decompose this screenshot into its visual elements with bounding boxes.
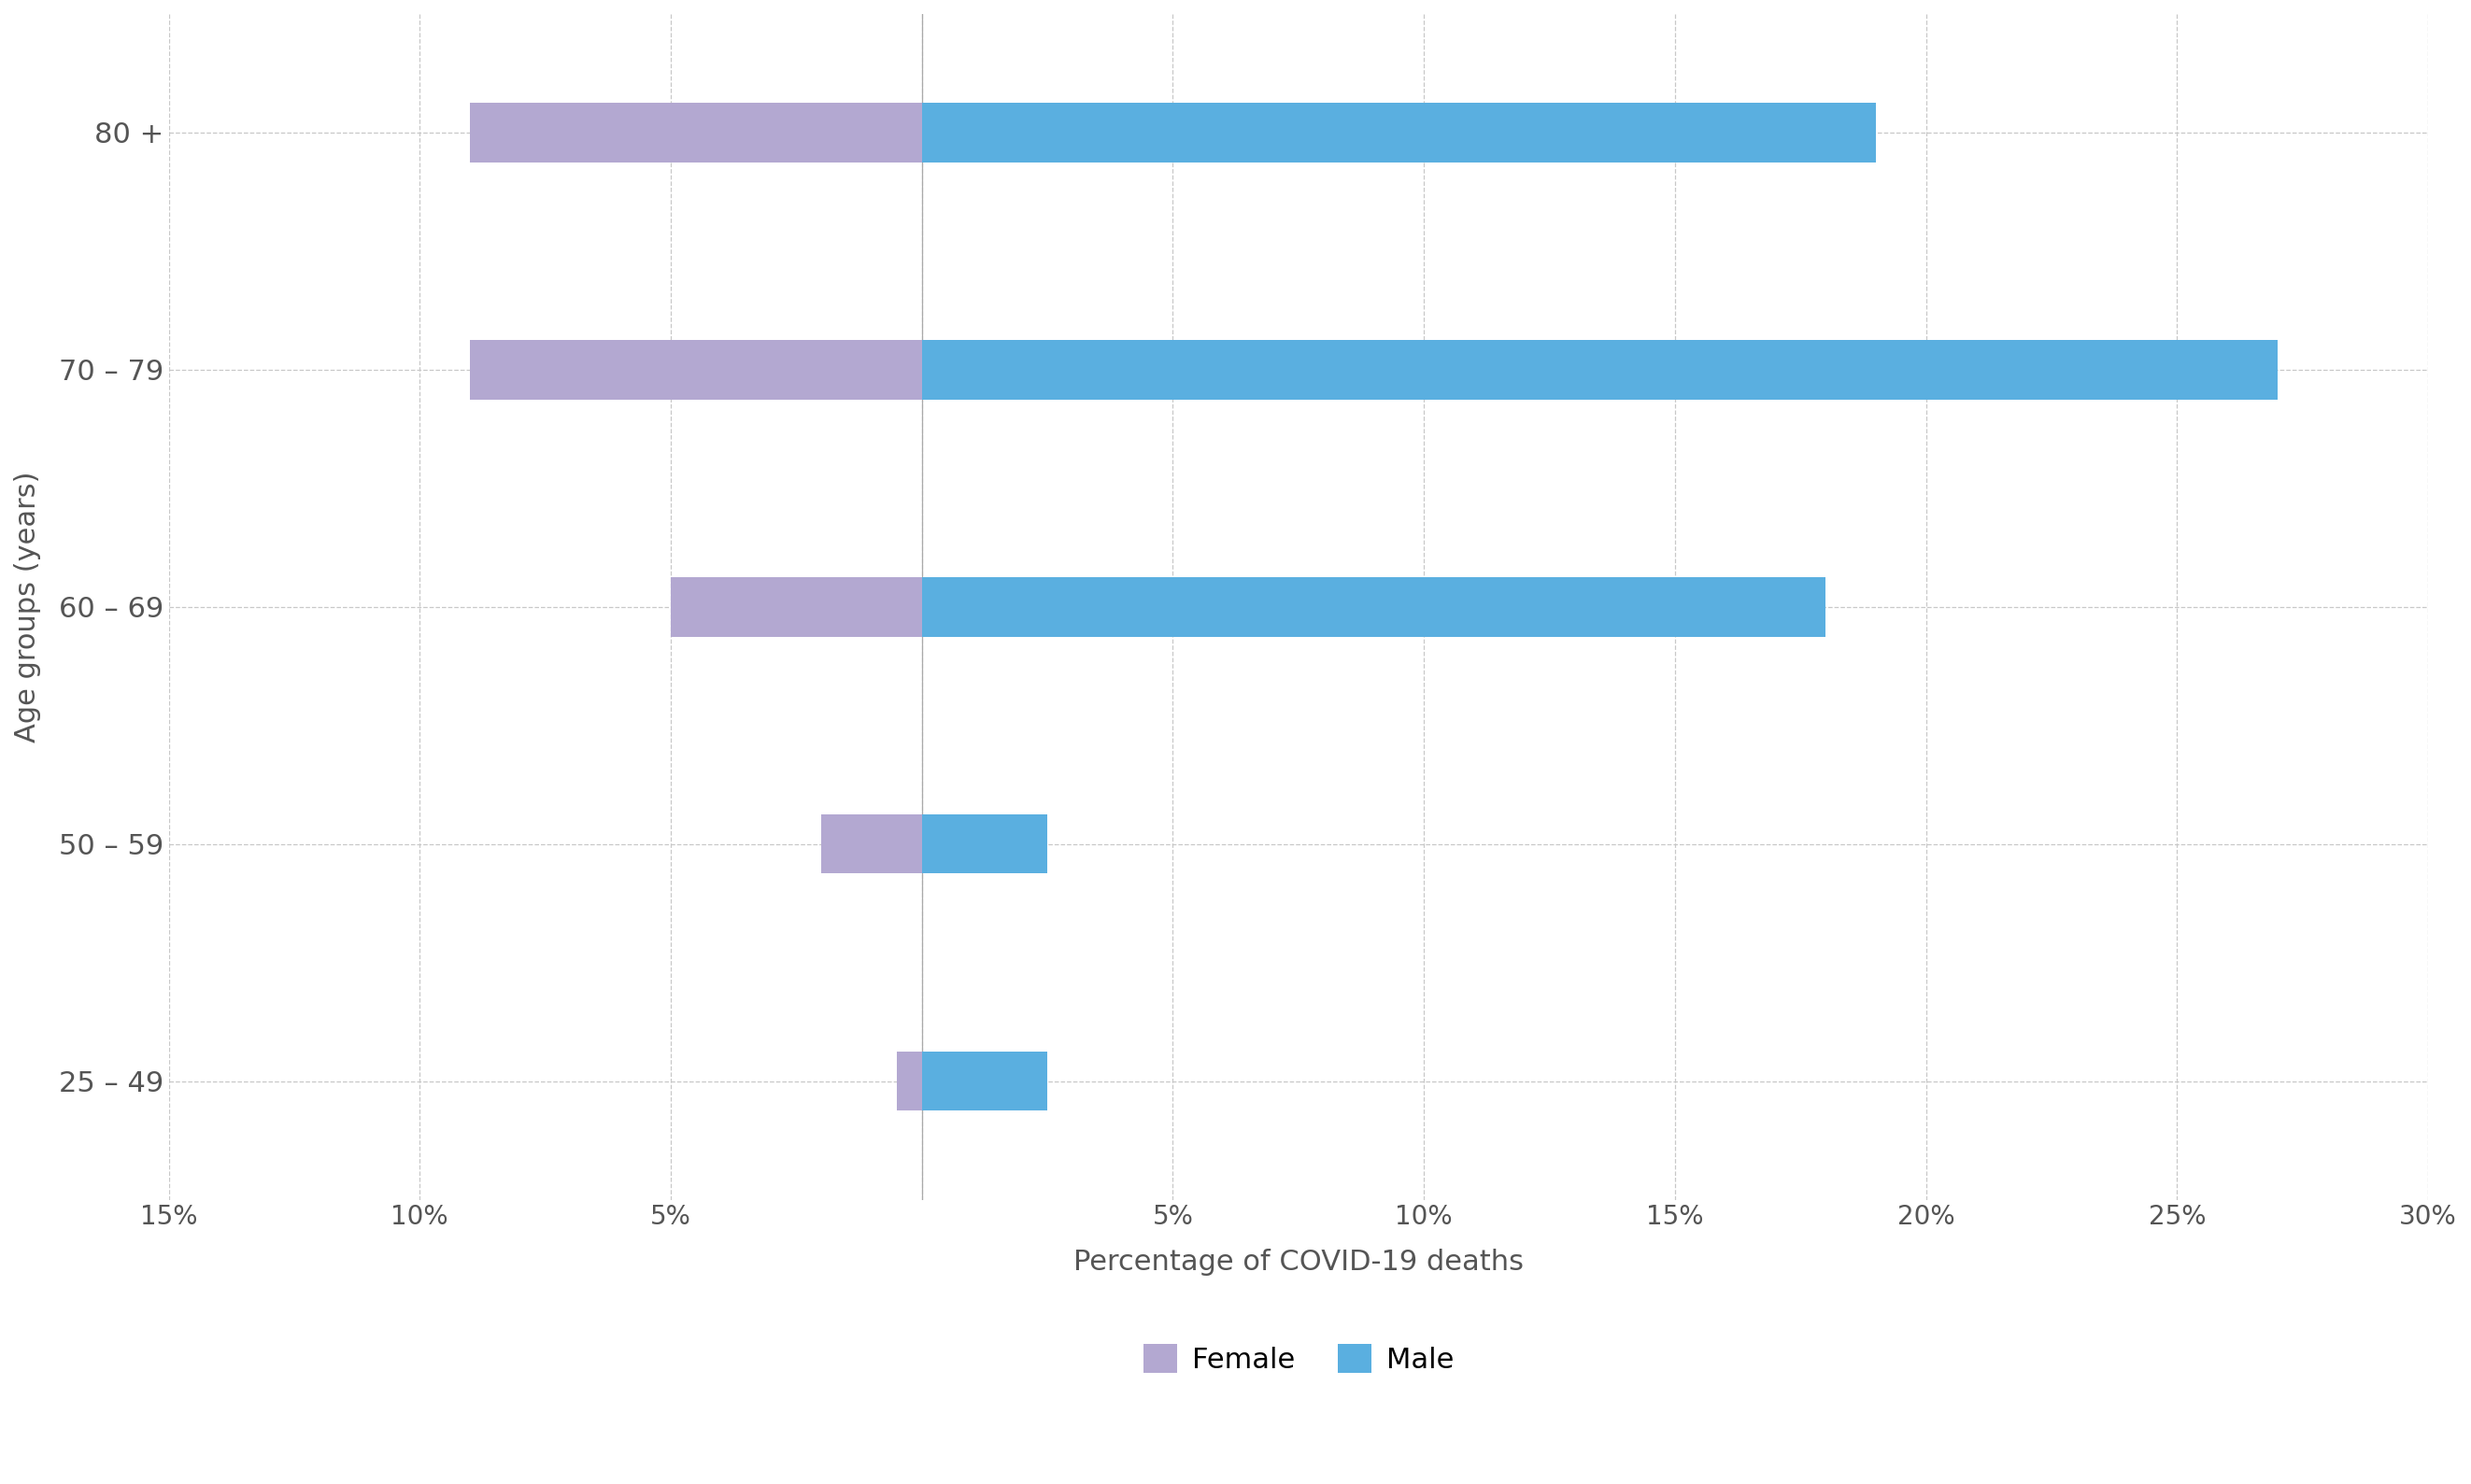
Bar xyxy=(820,815,922,874)
Bar xyxy=(469,102,922,162)
Bar xyxy=(469,340,922,399)
Bar xyxy=(922,577,1826,637)
Y-axis label: Age groups (years): Age groups (years) xyxy=(15,472,42,742)
Bar xyxy=(922,1052,1048,1112)
Bar xyxy=(897,1052,922,1112)
Legend: Female, Male: Female, Male xyxy=(1132,1333,1465,1385)
X-axis label: Percentage of COVID-19 deaths: Percentage of COVID-19 deaths xyxy=(1072,1248,1525,1276)
Bar xyxy=(922,340,2278,399)
Bar xyxy=(670,577,922,637)
Bar xyxy=(922,102,1875,162)
Bar xyxy=(922,815,1048,874)
